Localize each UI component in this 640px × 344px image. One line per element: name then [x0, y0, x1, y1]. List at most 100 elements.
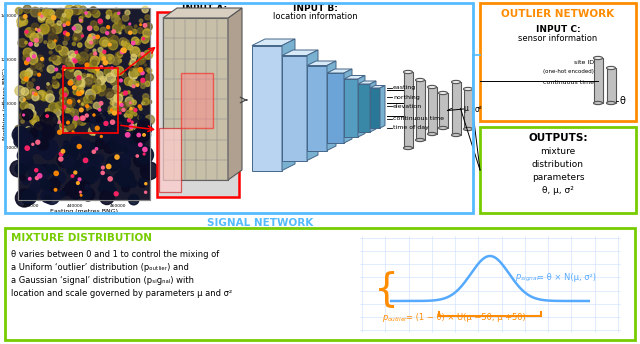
Circle shape — [110, 118, 115, 122]
Circle shape — [52, 77, 56, 79]
Circle shape — [80, 6, 86, 13]
Circle shape — [22, 80, 25, 84]
Circle shape — [129, 69, 138, 79]
Circle shape — [29, 183, 40, 194]
Circle shape — [63, 88, 66, 90]
Circle shape — [108, 31, 115, 38]
Circle shape — [23, 48, 33, 57]
Circle shape — [65, 119, 75, 128]
Bar — [344, 79, 358, 137]
Text: sensor information: sensor information — [518, 34, 598, 43]
Circle shape — [113, 85, 120, 93]
Circle shape — [88, 143, 97, 152]
Circle shape — [47, 117, 51, 120]
Bar — [370, 88, 380, 128]
Circle shape — [70, 68, 74, 72]
Circle shape — [63, 122, 72, 131]
Circle shape — [113, 155, 118, 160]
Circle shape — [67, 120, 77, 129]
Text: 100000: 100000 — [1, 102, 17, 106]
Circle shape — [127, 91, 130, 94]
Circle shape — [49, 103, 58, 112]
Circle shape — [17, 148, 33, 163]
Circle shape — [81, 111, 88, 119]
Circle shape — [122, 40, 129, 47]
Circle shape — [64, 141, 69, 146]
Text: auxiliary grid(s): auxiliary grid(s) — [172, 12, 238, 21]
Circle shape — [118, 12, 120, 14]
Text: a Gaussian ‘signal’ distribution (pₛᵢɡₙₐₗ) with: a Gaussian ‘signal’ distribution (pₛᵢɡₙₐ… — [11, 276, 194, 285]
Circle shape — [27, 58, 30, 61]
Circle shape — [45, 10, 48, 13]
Circle shape — [91, 126, 100, 136]
Circle shape — [92, 86, 95, 88]
Circle shape — [42, 8, 50, 16]
Circle shape — [72, 99, 75, 101]
Circle shape — [31, 23, 38, 31]
Circle shape — [24, 96, 28, 100]
Circle shape — [99, 109, 101, 111]
Circle shape — [27, 82, 33, 88]
Circle shape — [107, 26, 109, 29]
Circle shape — [53, 116, 60, 123]
Text: mixture: mixture — [540, 147, 575, 156]
Circle shape — [37, 139, 49, 150]
Text: 460000: 460000 — [110, 204, 127, 208]
Circle shape — [141, 168, 147, 173]
Circle shape — [140, 130, 150, 140]
Circle shape — [60, 123, 63, 126]
Circle shape — [65, 36, 69, 41]
Circle shape — [116, 169, 134, 187]
Circle shape — [113, 23, 122, 33]
Circle shape — [54, 40, 56, 42]
Circle shape — [10, 161, 26, 177]
Polygon shape — [358, 75, 365, 137]
Circle shape — [41, 15, 43, 17]
Circle shape — [29, 42, 33, 46]
Circle shape — [145, 15, 150, 20]
Circle shape — [75, 172, 89, 186]
Circle shape — [35, 93, 37, 96]
Circle shape — [38, 29, 40, 32]
Circle shape — [79, 19, 82, 22]
Circle shape — [56, 102, 63, 109]
Text: elevation: elevation — [393, 104, 422, 108]
Circle shape — [95, 67, 99, 71]
Circle shape — [18, 18, 23, 22]
Circle shape — [140, 107, 142, 110]
Circle shape — [76, 84, 80, 87]
Circle shape — [111, 36, 118, 43]
Circle shape — [144, 64, 147, 66]
Circle shape — [94, 129, 99, 133]
Circle shape — [31, 164, 36, 169]
Circle shape — [77, 92, 81, 96]
Circle shape — [122, 15, 129, 21]
Text: 420000: 420000 — [23, 204, 40, 208]
Circle shape — [147, 68, 152, 73]
Circle shape — [97, 77, 105, 85]
Circle shape — [104, 61, 108, 65]
Text: θ, μ, σ²: θ, μ, σ² — [542, 186, 574, 195]
Circle shape — [106, 10, 112, 16]
Bar — [415, 80, 424, 140]
Circle shape — [90, 95, 95, 100]
Circle shape — [76, 80, 84, 88]
Circle shape — [133, 128, 148, 143]
Circle shape — [111, 79, 117, 85]
Circle shape — [104, 89, 114, 98]
Circle shape — [57, 193, 63, 199]
Circle shape — [106, 32, 109, 34]
Circle shape — [97, 71, 99, 73]
Bar — [327, 73, 344, 143]
Circle shape — [93, 39, 99, 44]
Circle shape — [72, 58, 76, 61]
Bar — [181, 73, 213, 128]
Text: INPUT C:: INPUT C: — [536, 25, 580, 34]
Circle shape — [72, 86, 76, 89]
Circle shape — [78, 178, 81, 181]
Ellipse shape — [403, 147, 413, 150]
Circle shape — [74, 71, 81, 78]
Circle shape — [99, 185, 106, 192]
Circle shape — [100, 76, 106, 82]
Text: 120000: 120000 — [1, 58, 17, 62]
